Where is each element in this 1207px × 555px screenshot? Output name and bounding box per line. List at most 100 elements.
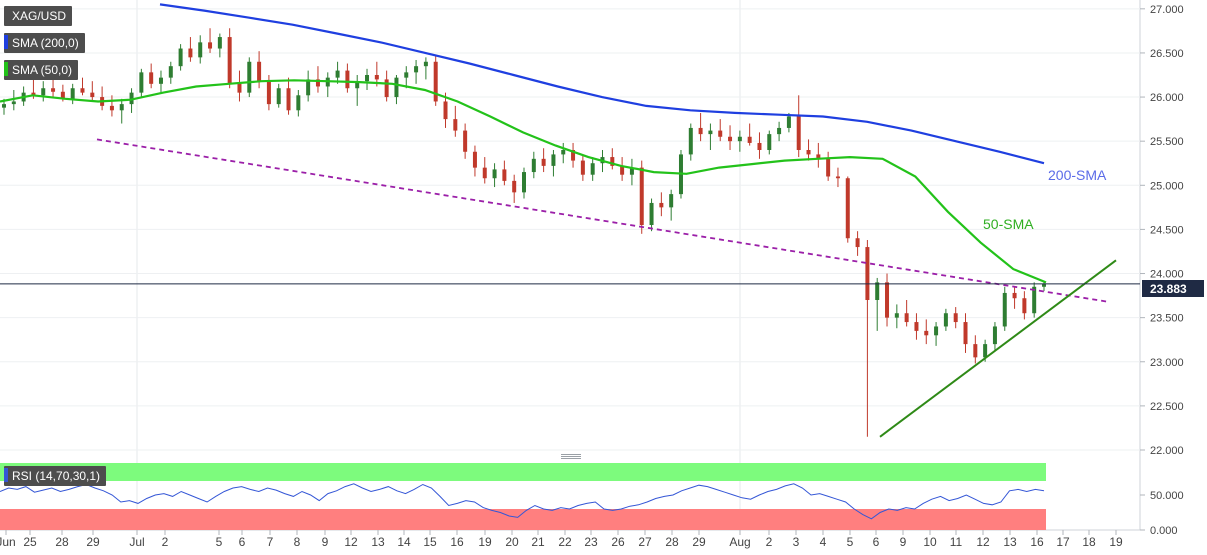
rsi-overbought-band [0, 463, 1046, 481]
date-tick-label: 4 [820, 535, 827, 549]
date-tick-label: Aug [729, 535, 750, 549]
candle [757, 132, 762, 159]
candle [158, 70, 163, 93]
svg-text:23.883: 23.883 [1150, 282, 1187, 296]
candle [816, 142, 821, 168]
candle [845, 176, 850, 243]
date-tick-label: Jul [129, 535, 144, 549]
candle [826, 151, 831, 181]
candle [90, 81, 95, 101]
candle [620, 157, 625, 181]
date-tick-label: 9 [900, 535, 907, 549]
candle [522, 167, 526, 199]
date-tick-label: 5 [847, 535, 854, 549]
candle [610, 148, 615, 170]
candle [698, 112, 703, 142]
time-axis[interactable]: Jun252829Jul2567891213141516192021222326… [0, 530, 1123, 549]
symbol-label: XAG/USD [12, 9, 67, 23]
sma50-legend[interactable]: SMA (50,0) [4, 60, 79, 80]
rsi-color-tag [4, 468, 8, 482]
candle [365, 68, 370, 90]
symbol-legend[interactable]: XAG/USD [4, 6, 73, 26]
candle [571, 142, 576, 168]
date-tick-label: 10 [923, 535, 937, 549]
candle [541, 148, 546, 173]
candle [659, 192, 664, 217]
date-tick-label: 12 [344, 535, 358, 549]
date-tick-label: 28 [55, 535, 69, 549]
candle [855, 231, 860, 256]
candle [227, 28, 232, 89]
candle [973, 335, 978, 364]
sma200-legend[interactable]: SMA (200,0) [4, 33, 85, 53]
date-tick-label: 6 [873, 535, 880, 549]
candle [70, 83, 75, 105]
candle [149, 63, 154, 89]
support-trendline [879, 259, 1117, 438]
rsi-label: RSI (14,70,30,1) [12, 469, 101, 483]
candle [345, 63, 350, 93]
candle [865, 240, 870, 437]
sma200-label: SMA (200,0) [12, 36, 79, 50]
sma50-annotation: 50-SMA [983, 216, 1034, 232]
candle [119, 98, 124, 124]
candle [414, 60, 419, 84]
candle [502, 160, 507, 186]
candle [551, 150, 556, 177]
rsi-legend[interactable]: RSI (14,70,30,1) [4, 466, 107, 486]
candle [512, 174, 517, 203]
main-panel[interactable] [0, 0, 1140, 450]
candle [747, 123, 752, 146]
candle [561, 142, 566, 164]
candle [953, 307, 958, 329]
date-tick-label: 26 [611, 535, 625, 549]
price-tick-label: 24.500 [1150, 224, 1184, 236]
price-tick-label: 25.000 [1150, 180, 1184, 192]
candle [728, 125, 733, 150]
price-tick-label: 22.500 [1150, 401, 1184, 413]
date-tick-label: 9 [322, 535, 329, 549]
candle [109, 95, 114, 117]
candle [482, 157, 487, 184]
date-tick-label: 5 [216, 535, 223, 549]
candle [767, 130, 772, 155]
candle [168, 61, 173, 84]
candle [296, 90, 301, 117]
indicator-lines [0, 3, 1140, 438]
candle [286, 77, 291, 115]
date-tick-label: 16 [450, 535, 464, 549]
candle [934, 322, 939, 346]
candle [139, 68, 144, 98]
date-tick-label: 17 [1056, 535, 1070, 549]
candles [2, 28, 1046, 437]
date-tick-label: 12 [976, 535, 990, 549]
date-tick-label: 19 [478, 535, 492, 549]
panel-resize-handle[interactable] [561, 453, 581, 459]
candle [453, 105, 458, 137]
date-tick-label: 27 [638, 535, 652, 549]
candle [306, 70, 311, 102]
candle [178, 44, 183, 71]
price-tick-label: 25.500 [1150, 136, 1184, 148]
date-tick-label: 29 [86, 535, 100, 549]
rsi-line-group [0, 483, 1045, 520]
candle [237, 70, 242, 102]
candle [41, 81, 46, 102]
price-axis[interactable]: 27.000 26.500 26.000 25.500 25.000 24.500 24.0… [1140, 4, 1184, 537]
candle [580, 154, 585, 181]
rsi-line [0, 483, 1045, 520]
candle [188, 37, 193, 62]
candle [894, 304, 899, 329]
candle [1002, 286, 1007, 331]
candle [639, 160, 644, 234]
price-tick-label: 22.000 [1150, 445, 1184, 457]
date-tick-label: 18 [1082, 535, 1096, 549]
candle [718, 119, 723, 142]
date-tick-label: 20 [505, 535, 519, 549]
date-tick-label: 11 [950, 535, 963, 549]
price-tick-label: 26.000 [1150, 92, 1184, 104]
price-tick-label: 27.000 [1150, 4, 1184, 16]
candle [590, 157, 595, 181]
sma50-line [0, 79, 1047, 284]
